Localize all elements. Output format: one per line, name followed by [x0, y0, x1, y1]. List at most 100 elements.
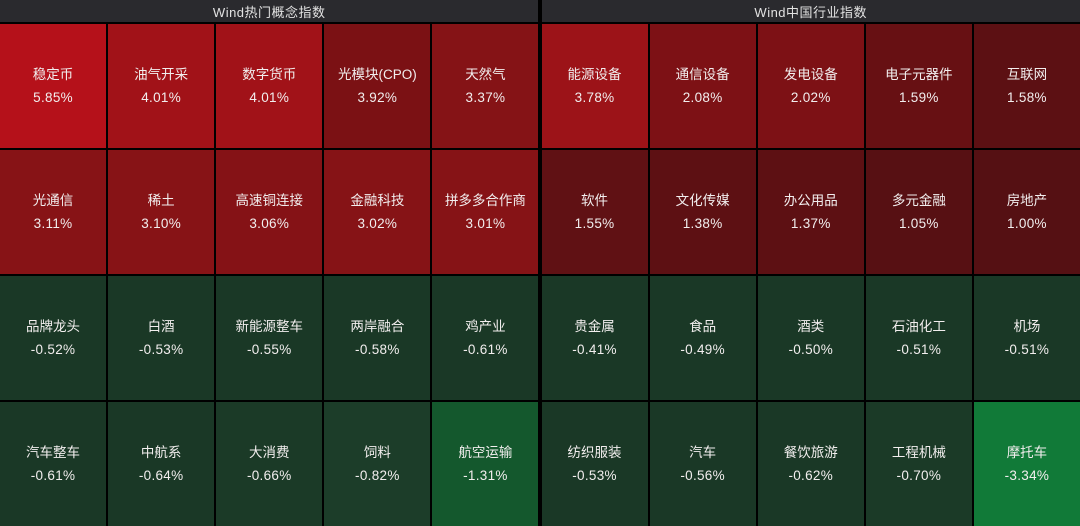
section-concept-indices: Wind热门概念指数 稳定币 5.85% 油气开采 4.01% 数字货币 4.0…	[0, 0, 539, 526]
heatmap-cell[interactable]: 光通信 3.11%	[0, 150, 107, 274]
index-name: 鸡产业	[465, 319, 506, 334]
heatmap-cell[interactable]: 航空运输 -1.31%	[432, 402, 539, 526]
index-name: 汽车	[689, 445, 717, 460]
heatmap-cell[interactable]: 汽车 -0.56%	[649, 402, 756, 526]
heatmap-cell[interactable]: 鸡产业 -0.61%	[432, 276, 539, 400]
index-change: 1.05%	[898, 215, 939, 231]
index-name: 稀土	[147, 193, 175, 208]
heatmap-cell[interactable]: 天然气 3.37%	[432, 24, 539, 148]
heatmap-cell[interactable]: 发电设备 2.02%	[757, 24, 864, 148]
index-change: -0.62%	[788, 467, 834, 483]
heatmap-cell[interactable]: 石油化工 -0.51%	[865, 276, 972, 400]
index-change: -0.56%	[680, 467, 725, 483]
heatmap-cell[interactable]: 拼多多合作商 3.01%	[432, 150, 539, 274]
index-name: 拼多多合作商	[444, 193, 526, 208]
heatmap-cell[interactable]: 光模块(CPO) 3.92%	[324, 24, 431, 148]
heatmap-cell[interactable]: 食品 -0.49%	[649, 276, 756, 400]
index-name: 大消费	[248, 445, 290, 460]
index-name: 航空运输	[458, 445, 513, 460]
heatmap-cell[interactable]: 互联网 1.58%	[973, 24, 1080, 148]
heatmap-cell[interactable]: 金融科技 3.02%	[324, 150, 431, 274]
heatmap-cell[interactable]: 软件 1.55%	[541, 150, 648, 274]
index-name: 品牌龙头	[26, 319, 81, 334]
index-change: -0.51%	[1004, 341, 1050, 357]
index-change: -0.50%	[788, 341, 834, 357]
index-change: 1.59%	[898, 89, 939, 105]
heatmap-cell[interactable]: 饲料 -0.82%	[324, 402, 431, 526]
index-change: -0.64%	[138, 467, 184, 483]
index-change: 3.06%	[249, 215, 290, 231]
index-name: 酒类	[797, 319, 825, 334]
heatmap-cell[interactable]: 文化传媒 1.38%	[649, 150, 756, 274]
index-change: 3.92%	[357, 89, 398, 105]
index-name: 油气开采	[134, 67, 189, 82]
heatmap-cell[interactable]: 新能源整车 -0.55%	[216, 276, 323, 400]
index-name: 白酒	[147, 319, 175, 334]
index-change: -0.66%	[246, 467, 292, 483]
heatmap-cell[interactable]: 办公用品 1.37%	[757, 150, 864, 274]
heatmap-cell[interactable]: 白酒 -0.53%	[108, 276, 215, 400]
heatmap-cell[interactable]: 贵金属 -0.41%	[541, 276, 648, 400]
index-change: 3.10%	[141, 215, 182, 231]
index-change: -0.70%	[896, 467, 942, 483]
heatmap-cell[interactable]: 工程机械 -0.70%	[865, 402, 972, 526]
index-name: 多元金融	[891, 193, 946, 208]
index-change: -1.31%	[463, 467, 508, 483]
index-name: 工程机械	[891, 445, 946, 460]
index-name: 金融科技	[350, 193, 405, 208]
index-name: 光模块(CPO)	[337, 67, 417, 82]
index-change: 1.37%	[790, 215, 831, 231]
index-name: 软件	[581, 193, 609, 208]
index-name: 光通信	[32, 193, 74, 208]
index-name: 文化传媒	[675, 193, 730, 208]
heatmap-cell[interactable]: 稳定币 5.85%	[0, 24, 107, 148]
heatmap-cell[interactable]: 油气开采 4.01%	[108, 24, 215, 148]
index-name: 电子元器件	[885, 67, 953, 82]
heatmap-cell[interactable]: 数字货币 4.01%	[216, 24, 323, 148]
heatmap-cell[interactable]: 高速铜连接 3.06%	[216, 150, 323, 274]
heatmap-cell[interactable]: 机场 -0.51%	[973, 276, 1080, 400]
heatmap-cell[interactable]: 酒类 -0.50%	[757, 276, 864, 400]
index-name: 互联网	[1006, 67, 1048, 82]
heatmap-cell[interactable]: 汽车整车 -0.61%	[0, 402, 107, 526]
index-name: 数字货币	[242, 67, 297, 82]
index-name: 汽车整车	[26, 445, 81, 460]
index-change: -0.49%	[680, 341, 725, 357]
index-change: 1.00%	[1007, 215, 1047, 231]
index-change: 3.78%	[574, 89, 615, 105]
heatmap-cell[interactable]: 能源设备 3.78%	[541, 24, 648, 148]
heatmap-cell[interactable]: 多元金融 1.05%	[865, 150, 972, 274]
section-title-industry: Wind中国行业指数	[541, 0, 1080, 22]
heatmap-cell[interactable]: 房地产 1.00%	[973, 150, 1080, 274]
index-change: -0.82%	[355, 467, 400, 483]
index-name: 两岸融合	[350, 319, 405, 334]
heatmap-cell[interactable]: 大消费 -0.66%	[216, 402, 323, 526]
index-name: 发电设备	[783, 67, 838, 82]
index-change: 2.08%	[682, 89, 723, 105]
heatmap-cell[interactable]: 餐饮旅游 -0.62%	[757, 402, 864, 526]
heatmap-cell[interactable]: 稀土 3.10%	[108, 150, 215, 274]
heatmap-cell[interactable]: 摩托车 -3.34%	[973, 402, 1080, 526]
heatmap-cell[interactable]: 中航系 -0.64%	[108, 402, 215, 526]
index-change: 1.58%	[1007, 89, 1047, 105]
heatmap-cell[interactable]: 两岸融合 -0.58%	[324, 276, 431, 400]
index-change: -0.61%	[463, 341, 508, 357]
heatmap-cell[interactable]: 电子元器件 1.59%	[865, 24, 972, 148]
index-name: 高速铜连接	[235, 193, 303, 208]
index-change: -0.52%	[30, 341, 76, 357]
index-change: -0.58%	[355, 341, 400, 357]
heatmap-cell[interactable]: 通信设备 2.08%	[649, 24, 756, 148]
index-name: 机场	[1013, 319, 1041, 334]
index-change: 4.01%	[249, 89, 290, 105]
index-name: 通信设备	[675, 67, 730, 82]
index-change: 3.01%	[465, 215, 506, 231]
heatmap-cell[interactable]: 纺织服装 -0.53%	[541, 402, 648, 526]
heatmap-cell[interactable]: 品牌龙头 -0.52%	[0, 276, 107, 400]
index-name: 餐饮旅游	[783, 445, 838, 460]
section-title-concept: Wind热门概念指数	[0, 0, 539, 22]
index-change: -0.53%	[138, 341, 184, 357]
index-change: 1.38%	[682, 215, 723, 231]
index-change: 3.02%	[357, 215, 398, 231]
index-name: 贵金属	[574, 319, 615, 334]
index-name: 房地产	[1006, 193, 1048, 208]
